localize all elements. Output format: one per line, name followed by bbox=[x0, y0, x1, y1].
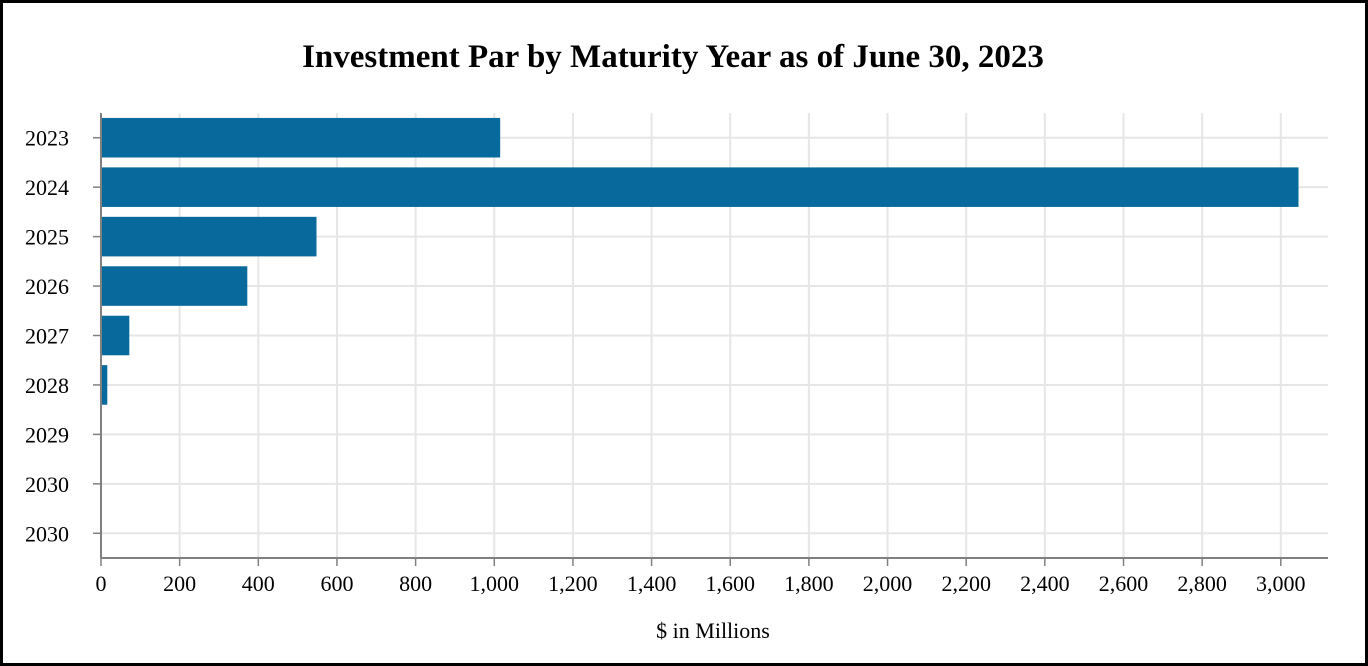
x-tick-label: 2,800 bbox=[1177, 571, 1227, 596]
x-tick-label: 1,800 bbox=[784, 571, 834, 596]
y-tick-label: 2025 bbox=[25, 225, 69, 250]
x-tick-label: 1,000 bbox=[470, 571, 520, 596]
chart-title: Investment Par by Maturity Year as of Ju… bbox=[302, 39, 1044, 75]
x-axis-title: $ in Millions bbox=[656, 618, 770, 643]
y-tick-label: 2030 bbox=[25, 521, 69, 546]
x-tick-label: 800 bbox=[399, 571, 432, 596]
x-tick-label: 3,000 bbox=[1256, 571, 1306, 596]
bar-2025 bbox=[101, 216, 317, 257]
y-tick-label: 2024 bbox=[25, 175, 69, 200]
bar-2024 bbox=[101, 167, 1299, 207]
x-tick-label: 2,600 bbox=[1099, 571, 1149, 596]
y-tick-label: 2030 bbox=[25, 472, 69, 497]
x-tick-label: 2,200 bbox=[941, 571, 991, 596]
x-tick-label: 200 bbox=[163, 571, 196, 596]
x-tick-label: 1,600 bbox=[705, 571, 755, 596]
y-tick-label: 2029 bbox=[25, 422, 69, 447]
axis-layer: 0 200 400 600 800 1,000 1,200 1,400 1,600 1,800 2,… bbox=[25, 113, 1328, 596]
bar-chart: 0 200 400 600 800 1,000 1,200 1,400 1,600 1,800 2,… bbox=[25, 39, 1328, 643]
bar-2027 bbox=[101, 315, 130, 356]
bar-layer bbox=[101, 117, 1299, 405]
x-tick-label: 2,000 bbox=[863, 571, 913, 596]
y-tick-label: 2027 bbox=[25, 324, 69, 349]
x-tick-label: 600 bbox=[320, 571, 353, 596]
bar-2023 bbox=[101, 117, 501, 158]
bar-2028 bbox=[101, 365, 108, 405]
y-tick-label: 2023 bbox=[25, 126, 69, 151]
y-tick-label: 2026 bbox=[25, 274, 69, 299]
bar-2026 bbox=[101, 266, 248, 306]
x-tick-label: 2,400 bbox=[1020, 571, 1070, 596]
x-tick-label: 1,400 bbox=[627, 571, 677, 596]
x-tick-label: 400 bbox=[242, 571, 275, 596]
x-tick-label: 1,200 bbox=[548, 571, 598, 596]
x-tick-label: 0 bbox=[96, 571, 107, 596]
y-tick-label: 2028 bbox=[25, 373, 69, 398]
